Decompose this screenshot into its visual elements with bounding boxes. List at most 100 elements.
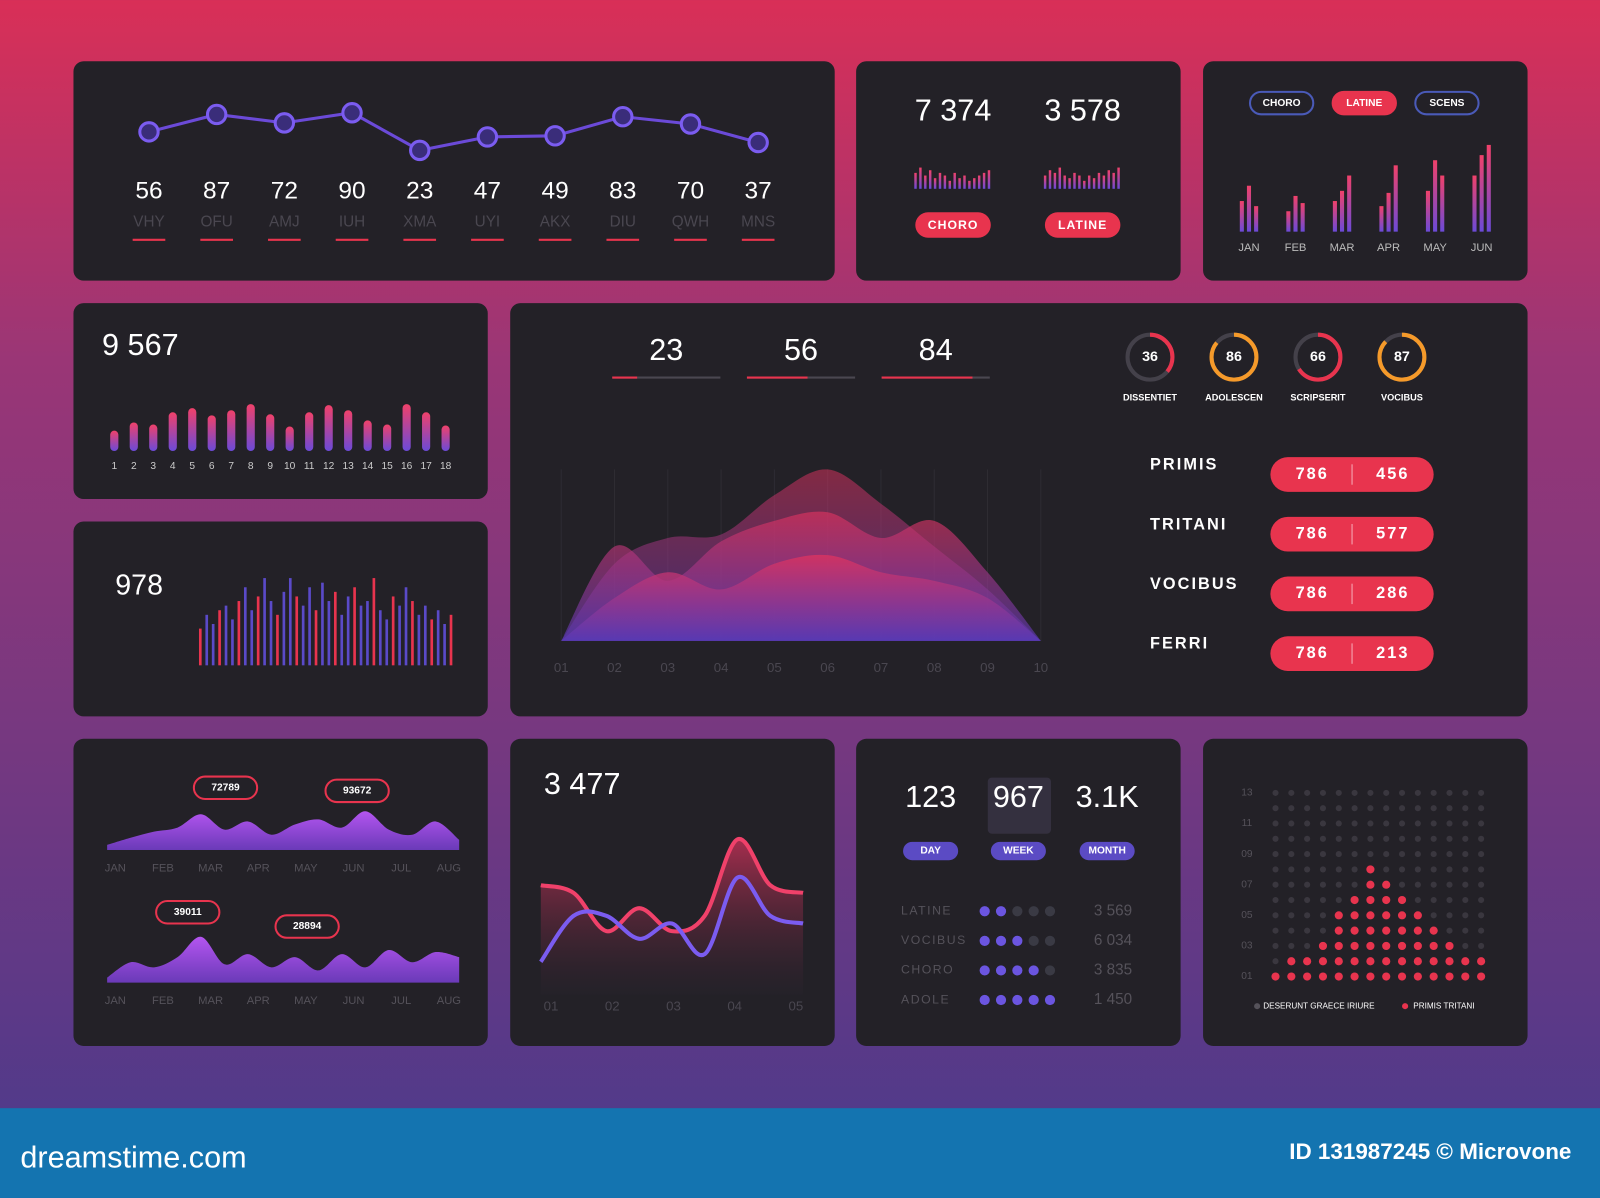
y-label: 03 [1241,941,1253,952]
tab[interactable] [1331,90,1397,116]
matrix-dot [1478,942,1485,949]
button-label[interactable]: MONTH [1088,846,1125,857]
spike [308,587,311,666]
tag-label: 39011 [174,907,202,918]
tab-label[interactable]: SCENS [1429,98,1464,109]
tab[interactable] [1414,90,1480,116]
matrix-dot [1413,957,1422,966]
matrix-dot [1462,912,1469,919]
spike [340,614,344,666]
matrix-dot [1413,911,1422,920]
mini-bar [1117,167,1120,189]
point-label: QWH [672,214,709,231]
matrix-dot [1351,789,1358,796]
spike [205,614,209,666]
matrix-dot [1398,835,1406,842]
spike [237,601,241,666]
line [539,874,804,963]
matrix-dot [1288,896,1295,904]
button-label[interactable]: WEEK [1003,846,1034,857]
spike [333,591,337,666]
legend-label: DESERUNT GRAECE IRIURE [1263,1001,1375,1010]
matrix-dot [1288,927,1295,934]
matrix-dot [1350,972,1359,981]
matrix-dot [1414,805,1421,812]
matrix-dot [1304,927,1311,934]
matrix-dot [1318,972,1328,981]
button[interactable] [1079,841,1135,861]
matrix-dot [1367,835,1374,842]
matrix-dot [1272,958,1279,965]
matrix-dot [1478,789,1485,796]
matrix-dot [1303,957,1312,966]
matrix-dot [1272,835,1279,842]
matrix-dot [1397,941,1407,951]
matrix-dot [1318,957,1328,966]
point-label: XMA [403,214,437,231]
button-label[interactable]: LATINE [1058,218,1107,232]
spike [378,610,382,666]
button-label[interactable]: DAY [920,846,941,857]
row-name: PRIMIS [1150,456,1218,474]
point-label: IUH [339,214,365,231]
month-label: FEB [1285,242,1307,254]
row-name: VOCIBUS [1150,575,1239,593]
bar [1472,175,1477,232]
button[interactable] [915,212,991,238]
matrix-dot [1397,895,1407,905]
y-label: 13 [1241,788,1253,799]
month-label: JAN [105,995,126,1007]
bar [1246,185,1252,232]
x-label: 05 [789,999,804,1014]
matrix-dot [1335,835,1342,842]
tab-label[interactable]: LATINE [1346,98,1382,109]
tab-label[interactable]: CHORO [1263,98,1301,109]
x-label: 08 [927,660,942,675]
matrix-dot [1319,912,1327,919]
bar [344,410,353,452]
mini-bar [963,175,966,189]
mini-bar [914,172,917,189]
bar [1254,206,1259,232]
matrix-dot [1334,972,1343,981]
button[interactable] [903,841,959,861]
matrix-dot [1288,805,1295,812]
donut-label: SCRIPSERIT [1290,392,1345,402]
total: 9 567 [102,328,179,362]
matrix-dot [1430,835,1437,842]
mini-bar [953,172,956,189]
matrix-dot [1351,805,1358,812]
row-name: ADOLE [901,992,950,1006]
bar [1239,201,1244,232]
matrix-dot [1287,972,1296,981]
dot [995,965,1007,976]
bar [1293,195,1298,232]
tab[interactable] [1248,90,1315,116]
spike [301,605,305,666]
y-label: 09 [1241,849,1253,860]
matrix-dot [1478,866,1485,873]
matrix-dot [1288,851,1295,858]
matrix-dot [1383,835,1390,842]
button[interactable] [990,841,1046,861]
matrix-dot [1446,820,1453,827]
month-label: JUN [343,862,365,874]
mini-bar [1053,172,1057,189]
spike [417,614,421,666]
matrix-dot [1367,789,1374,796]
pill-right: 577 [1376,525,1409,543]
spike [243,587,247,666]
footer-id: ID 131987245 © Microvone [1289,1139,1571,1164]
x-label: 7 [228,461,234,472]
matrix-dot [1319,789,1327,796]
matrix-dot [1462,789,1469,796]
button[interactable] [1044,212,1121,238]
button-label[interactable]: CHORO [928,218,979,232]
mini-bar [919,167,922,189]
panel [73,61,835,281]
matrix-dot [1478,881,1485,888]
matrix-dot [1271,972,1280,981]
donut-label: DISSENTIET [1123,392,1177,402]
footer-brand: dreamstime.com [20,1140,246,1174]
matrix-dot [1446,927,1453,934]
